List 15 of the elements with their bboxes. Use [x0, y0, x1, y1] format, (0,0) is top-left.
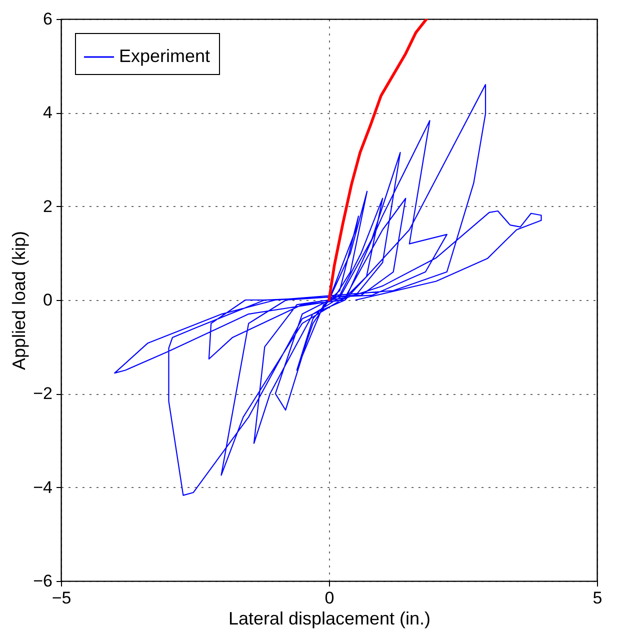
y-tick-label: 2 — [43, 196, 52, 216]
y-tick-label: −2 — [33, 384, 52, 404]
y-axis-title: Applied load (kip) — [9, 230, 30, 370]
x-tick-label: −5 — [52, 588, 72, 608]
line-series — [114, 84, 542, 496]
y-tick-label: 0 — [43, 290, 52, 310]
legend-label: Experiment — [119, 46, 210, 66]
y-tick-label: 4 — [43, 103, 52, 122]
line-series — [328, 19, 428, 302]
x-tick-label: 5 — [592, 588, 602, 608]
x-axis-title: Lateral displacement (in.) — [228, 608, 431, 628]
x-tick-label: 0 — [324, 588, 334, 608]
y-tick-label: −6 — [33, 572, 52, 590]
y-tick-label: 6 — [43, 10, 52, 28]
y-tick-label: −4 — [33, 478, 52, 497]
